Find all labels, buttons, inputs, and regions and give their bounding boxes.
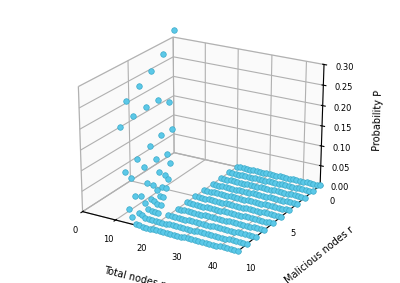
X-axis label: Total nodes n: Total nodes n [102,265,168,283]
Y-axis label: Malicious nodes r: Malicious nodes r [283,225,356,283]
